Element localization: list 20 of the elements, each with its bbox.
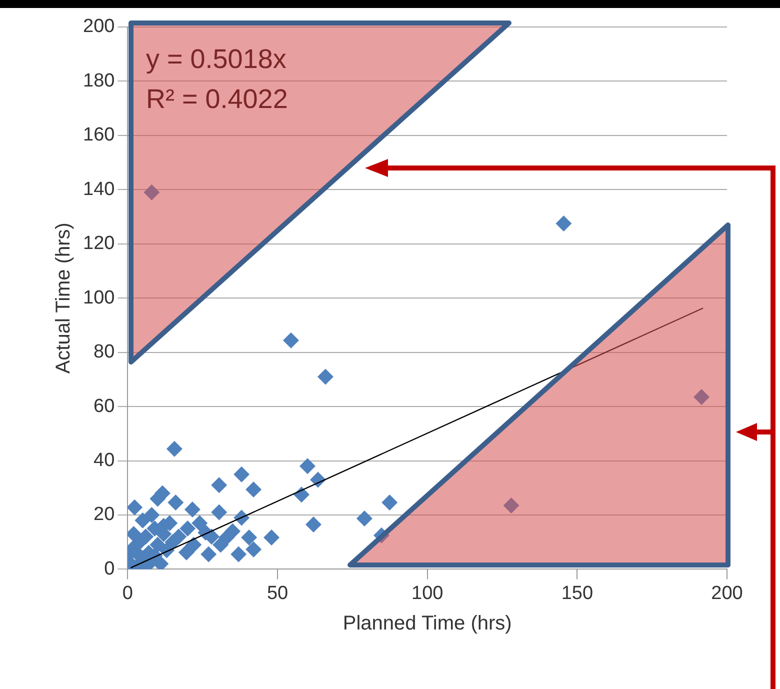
y-tick-label: 200 bbox=[83, 16, 115, 38]
y-tick-label: 60 bbox=[94, 396, 115, 417]
y-tick-label: 100 bbox=[83, 287, 115, 308]
y-tick-label: 180 bbox=[83, 70, 115, 92]
y-tick-label: 140 bbox=[83, 178, 115, 200]
x-tick-label: 150 bbox=[561, 582, 594, 604]
y-tick-label: 20 bbox=[94, 504, 115, 526]
x-axis-title: Planned Time (hrs) bbox=[342, 612, 512, 635]
y-tick-label: 80 bbox=[94, 342, 115, 363]
y-tick-label: 0 bbox=[104, 558, 115, 580]
x-tick-label: 100 bbox=[412, 582, 444, 604]
x-tick-label: 50 bbox=[266, 582, 288, 604]
x-tick-label: 0 bbox=[122, 582, 133, 604]
y-tick-label: 40 bbox=[94, 450, 115, 471]
y-tick-label: 120 bbox=[83, 233, 115, 254]
annotation: R² = 0.4022 bbox=[146, 84, 288, 115]
y-axis-title: Actual Time (hrs) bbox=[52, 222, 75, 374]
annotation: y = 0.5018x bbox=[146, 44, 286, 75]
x-tick-label: 200 bbox=[711, 582, 743, 604]
y-tick-label: 160 bbox=[83, 124, 115, 146]
